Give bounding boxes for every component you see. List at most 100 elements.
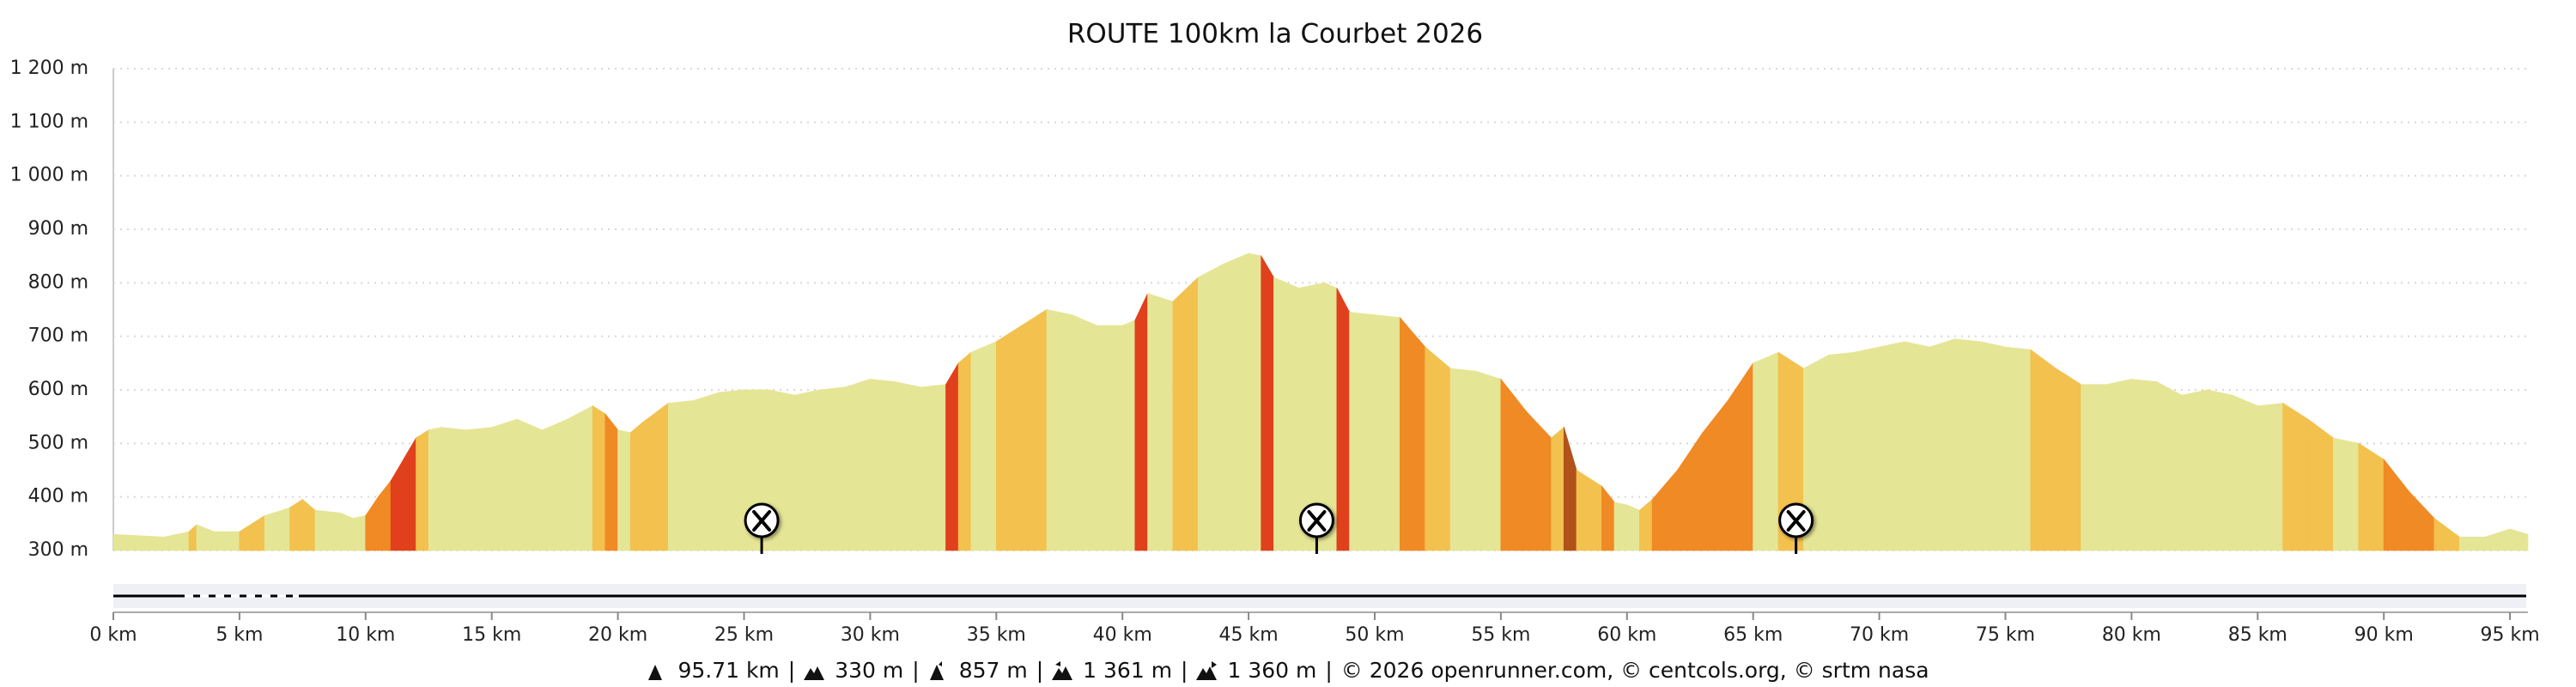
elevation-segment <box>2105 379 2132 551</box>
x-tick-label: 15 km <box>462 624 521 646</box>
stat-icon-shape <box>648 664 663 680</box>
elevation-segment <box>1904 341 1930 551</box>
elevation-segment <box>1273 277 1300 551</box>
elevation-segment <box>1475 370 1502 551</box>
stat-icon-shape <box>1196 660 1218 680</box>
elevation-segment <box>542 418 568 551</box>
elevation-segment <box>642 402 669 551</box>
elevation-segment <box>112 533 165 551</box>
x-tick-label: 25 km <box>714 624 774 646</box>
separator: | <box>1325 657 1333 683</box>
elevation-segment <box>340 512 354 551</box>
x-tick-label: 35 km <box>967 624 1026 646</box>
y-tick-label: 300 m <box>28 539 88 561</box>
elevation-segment <box>2333 437 2360 551</box>
elevation-segment <box>2358 442 2385 551</box>
x-tick-label: 20 km <box>588 624 647 646</box>
marker-knife <box>1307 510 1327 532</box>
x-tick-label: 50 km <box>1345 624 1404 646</box>
y-tick-label: 600 m <box>28 379 88 400</box>
elevation-segment <box>2509 528 2529 551</box>
elevation-segment <box>1879 341 1905 551</box>
elevation-segment <box>2282 402 2309 551</box>
elevation-segment <box>1449 368 1476 551</box>
elevation-segment <box>895 381 921 551</box>
elevation-segment <box>289 499 303 551</box>
elevation-segment <box>365 495 379 551</box>
elevation-segment <box>1929 338 1956 551</box>
elevation-segment <box>403 436 416 551</box>
stat-icon-shape <box>929 660 944 680</box>
elevation-segment <box>1021 308 1048 551</box>
x-tick-label: 80 km <box>2102 624 2161 646</box>
elevation-segment <box>2409 490 2435 551</box>
elevation-segment <box>2030 349 2057 551</box>
elevation-segment <box>428 427 442 551</box>
elevation-segment <box>2232 394 2258 551</box>
elevation-segment <box>1753 351 1779 551</box>
x-tick-label: 55 km <box>1471 624 1530 646</box>
x-tick-label: 75 km <box>1976 624 2035 646</box>
x-tick-label: 30 km <box>841 624 900 646</box>
elevation-segment <box>1399 316 1426 551</box>
stat-icon-shape <box>804 666 825 680</box>
elevation-segment <box>2081 384 2107 551</box>
elevation-segment <box>352 514 367 551</box>
y-tick-label: 700 m <box>28 325 88 347</box>
elevation-segment <box>390 458 404 551</box>
elevation-segment <box>416 429 429 551</box>
elevation-segment <box>2433 517 2460 551</box>
elevation-segment <box>491 418 518 551</box>
elevation-segment <box>605 412 618 551</box>
y-tick-label: 800 m <box>28 271 88 293</box>
stat-icon-shape <box>1052 660 1073 680</box>
elevation-segment <box>870 379 896 551</box>
elevation-segment <box>617 429 631 551</box>
elevation-segment <box>1223 252 1249 551</box>
x-tick-label: 85 km <box>2228 624 2287 646</box>
chart-title: ROUTE 100km la Courbet 2026 <box>1067 19 1483 50</box>
elevation-segment <box>1349 312 1376 551</box>
y-tick-label: 1 200 m <box>10 58 88 79</box>
marker-knife <box>752 510 772 532</box>
elevation-segment <box>1336 288 1351 551</box>
elevation-segment <box>1525 410 1552 551</box>
elevation-segment <box>1197 263 1224 551</box>
elevation-segment <box>1853 346 1880 551</box>
chart: ROUTE 100km la Courbet 2026 300 m 400 m 50… <box>10 19 2540 647</box>
restaurant-marker <box>1778 502 1814 554</box>
elevation-segment <box>1563 427 1577 551</box>
elevation-segment <box>945 362 959 551</box>
elevation-segment <box>1613 502 1628 551</box>
elevation-segment <box>567 405 593 551</box>
elevation-segment <box>920 384 946 551</box>
elevation-segment <box>1601 485 1615 551</box>
marker-knife <box>1786 510 1806 532</box>
x-tick-label: 90 km <box>2354 624 2414 646</box>
elevation-segment <box>1954 338 1981 551</box>
elevation-segment <box>196 524 215 551</box>
x-tick-label: 45 km <box>1219 624 1279 646</box>
elevation-segment <box>163 531 190 551</box>
elevation-segment <box>1639 498 1653 551</box>
elevation-segment <box>2458 537 2486 551</box>
elevation-segment <box>629 421 644 551</box>
elevation-segment <box>957 351 972 551</box>
elevation-segment <box>2181 389 2208 551</box>
elevation-segment <box>516 418 543 551</box>
elevation-segment <box>1172 277 1199 551</box>
y-tick-label: 1 000 m <box>10 165 88 186</box>
elevation-segment <box>970 341 997 551</box>
credit: © 2026 openrunner.com, © centcols.org, ©… <box>1340 657 1929 683</box>
stat-icon <box>928 658 951 683</box>
stat-value: 1 361 m <box>1083 657 1173 683</box>
stat-icon <box>804 658 826 683</box>
elevation-segment <box>301 498 316 551</box>
elevation-segment <box>667 400 695 551</box>
elevation-segment <box>1425 346 1451 551</box>
stat-value: 330 m <box>835 657 904 683</box>
x-tick-label: 70 km <box>1850 624 1909 646</box>
elevation-segment <box>1248 252 1262 551</box>
y-tick-label: 500 m <box>28 432 88 453</box>
x-tick-label: 0 km <box>89 624 137 646</box>
